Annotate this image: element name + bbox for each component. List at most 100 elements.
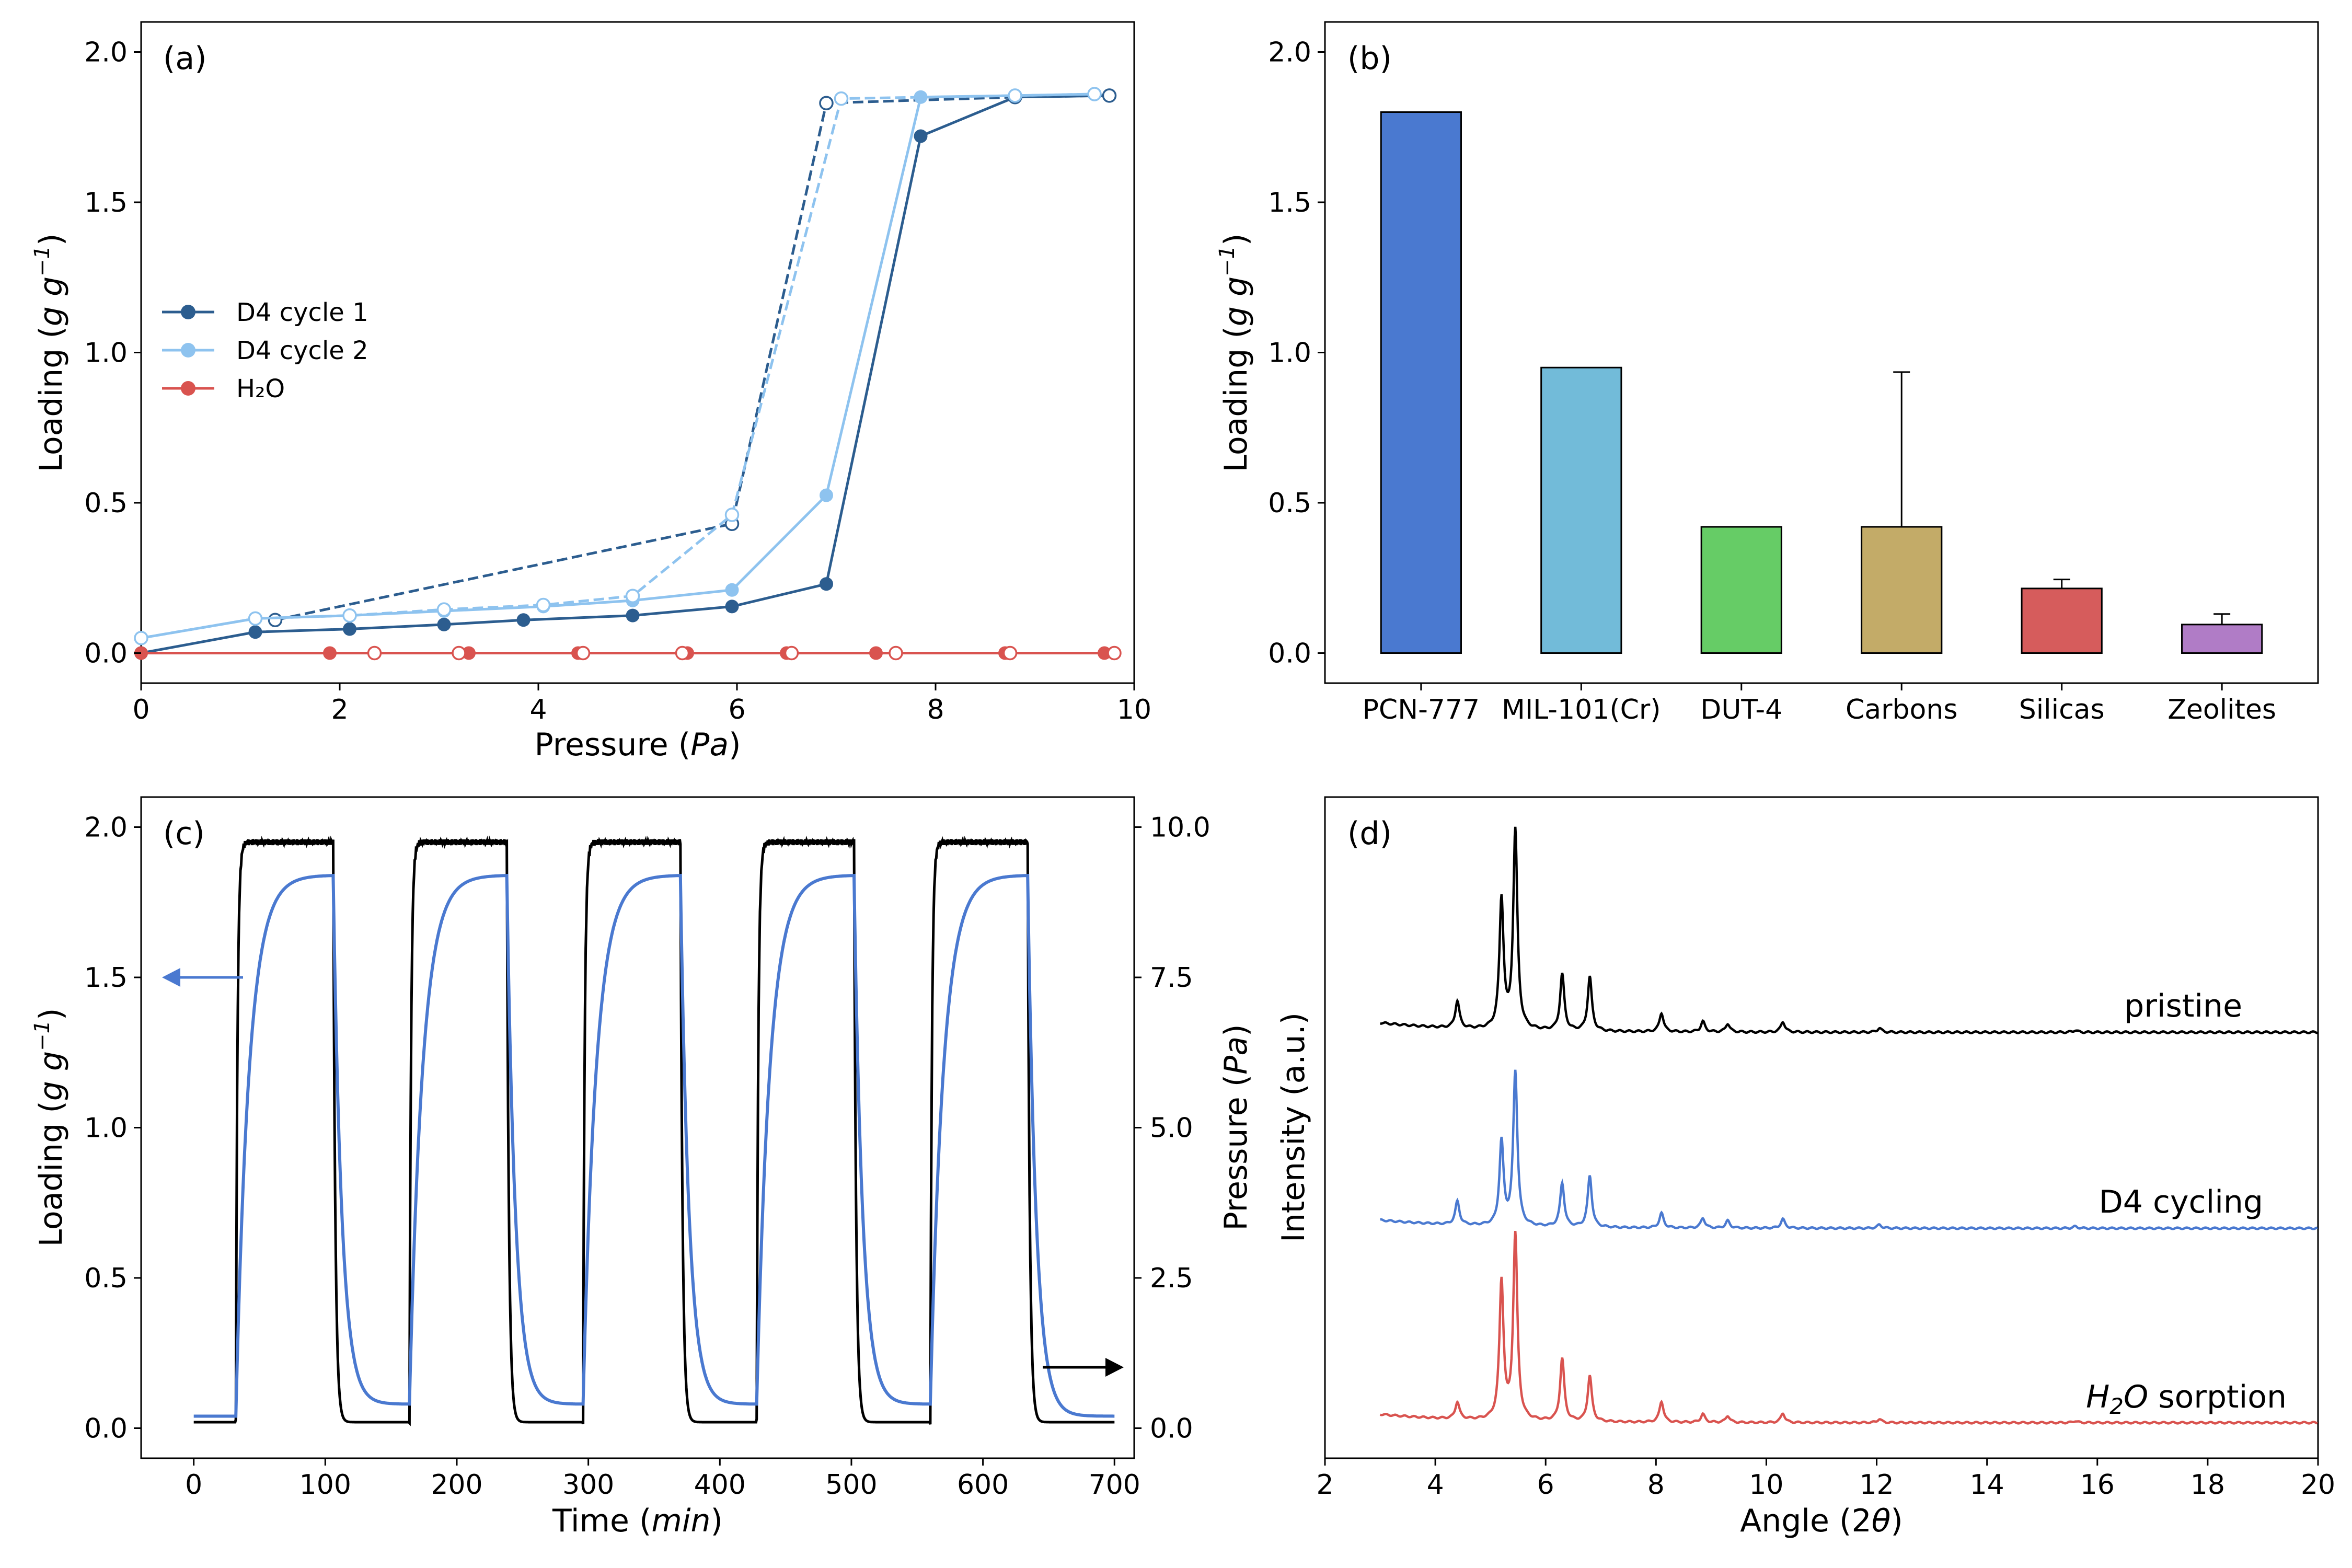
panel-b-y-tick-label: 1.0 bbox=[1268, 338, 1311, 369]
panel-d-x-ticks: 2 4 6 8 10 12 14 16 18 20 bbox=[1316, 1458, 2335, 1501]
category-label-dut-4: DUT-4 bbox=[1700, 694, 1782, 725]
category-label-mil-101-cr: MIL-101(Cr) bbox=[1502, 694, 1661, 725]
legend-marker-h2o bbox=[181, 381, 195, 396]
data-point-h-o-desorption bbox=[367, 645, 382, 661]
panel-c-y-left-tick-label: 2.0 bbox=[84, 812, 128, 844]
legend-label-h2o: H₂O bbox=[236, 374, 285, 403]
series-line-pressure bbox=[193, 835, 1115, 1426]
series-line-d4-cycle-2-desorption bbox=[141, 93, 1095, 640]
data-point-d4-cycle-2-desorption bbox=[248, 611, 263, 626]
panel-c-y-ticks-left: 0.0 0.5 1.0 1.5 2.0 bbox=[84, 812, 141, 1445]
panel-a-x-tick-label: 2 bbox=[331, 694, 348, 725]
data-point-d4-cycle-1 bbox=[437, 617, 451, 631]
legend-label-d4-cycle-2: D4 cycle 2 bbox=[236, 336, 368, 365]
data-point-d4-cycle-1-desorption bbox=[819, 96, 834, 110]
panel-c-x-ticks: 0 100 200 300 400 500 600 700 bbox=[185, 1458, 1140, 1501]
panel-c-y-left-tick-label: 0.0 bbox=[84, 1413, 128, 1445]
bar-silicas bbox=[2021, 587, 2103, 654]
panel-c-y-left-tick-label: 1.5 bbox=[84, 962, 128, 994]
data-point-h-o-desorption bbox=[452, 645, 466, 661]
panel-a-y-tick-label: 2.0 bbox=[84, 37, 128, 68]
panel-c-y-right-tick-label: 10.0 bbox=[1150, 812, 1210, 844]
panel-a-y-tick-label: 0.5 bbox=[84, 488, 128, 519]
data-point-d4-cycle-1 bbox=[516, 613, 531, 627]
series-line-d4-cycle-2 bbox=[141, 93, 1095, 640]
series-label-pristine: pristine bbox=[2124, 988, 2242, 1024]
panel-b-x-ticks: PCN-777 MIL-101(Cr) DUT-4 Carbons Silicas Zeo… bbox=[1363, 683, 2276, 725]
panel-d-xrd: 2 4 6 8 10 12 14 16 18 20 (d) Angle (2θ) Intensit… bbox=[1275, 796, 2335, 1539]
right-axis-arrow bbox=[1043, 1358, 1124, 1377]
panel-c-y-right-tick-label: 7.5 bbox=[1150, 962, 1193, 994]
panel-c-x-tick-label: 200 bbox=[431, 1469, 482, 1501]
panel-c-plot-area bbox=[193, 835, 1115, 1426]
panel-d-plot-area bbox=[1379, 826, 2318, 1425]
panel-c-x-tick-label: 300 bbox=[562, 1469, 614, 1501]
data-point-d4-cycle-2-desorption bbox=[834, 91, 849, 106]
data-point-d4-cycle-1 bbox=[626, 608, 640, 622]
panel-c-x-tick-label: 600 bbox=[957, 1469, 1009, 1501]
data-point-d4-cycle-2-desorption bbox=[1008, 88, 1022, 103]
data-point-d4-cycle-1-desorption bbox=[268, 613, 283, 627]
panel-d-y-axis-label: Intensity (a.u.) bbox=[1275, 1012, 1312, 1242]
panel-b-y-axis-label: Loading (g g−1) bbox=[1215, 234, 1254, 472]
panel-b-y-tick-label: 2.0 bbox=[1268, 37, 1311, 68]
panel-c-y-right-tick-label: 5.0 bbox=[1150, 1113, 1193, 1144]
panel-c-time-series: 0 100 200 300 400 500 600 700 0.0 0.5 1.0 1.5 2.0 0… bbox=[30, 796, 1254, 1539]
category-label-zeolites: Zeolites bbox=[2167, 694, 2276, 725]
series-label-d4-cycling: D4 cycling bbox=[2099, 1184, 2263, 1220]
panel-c-x-tick-label: 0 bbox=[185, 1469, 202, 1501]
panel-c-x-axis-label: Time (min) bbox=[552, 1503, 723, 1539]
data-point-h-o-desorption bbox=[1002, 645, 1018, 661]
panel-c-y-left-tick-label: 0.5 bbox=[84, 1263, 128, 1294]
data-point-d4-cycle-2 bbox=[820, 488, 833, 502]
series-line-pristine bbox=[1379, 826, 2318, 1034]
data-point-h-o-desorption bbox=[784, 645, 799, 661]
data-point-d4-cycle-2-desorption bbox=[436, 602, 452, 617]
panel-b-y-tick-label: 0.5 bbox=[1268, 488, 1311, 519]
series-line-d4-cycle-1-desorption bbox=[274, 94, 1110, 621]
legend-label-d4-cycle-1: D4 cycle 1 bbox=[236, 298, 368, 327]
data-point-h-o-desorption bbox=[675, 645, 690, 661]
panel-c-x-tick-label: 100 bbox=[299, 1469, 351, 1501]
panel-a-x-tick-label: 4 bbox=[529, 694, 547, 725]
panel-c-y-right-tick-label: 0.0 bbox=[1150, 1413, 1193, 1445]
legend-entry-d4-cycle-1: D4 cycle 1 bbox=[162, 298, 368, 327]
panel-d-x-tick-label: 12 bbox=[1859, 1469, 1894, 1501]
panel-a-y-ticks: 0.0 0.5 1.0 1.5 2.0 bbox=[84, 37, 141, 670]
data-point-h-o bbox=[323, 646, 337, 660]
bar-carbons bbox=[1861, 526, 1943, 654]
panel-d-x-tick-label: 14 bbox=[1970, 1469, 2004, 1501]
legend-entry-h2o: H₂O bbox=[162, 374, 285, 403]
series-line-d4-cycling bbox=[1380, 1069, 2318, 1230]
panel-a-x-tick-label: 6 bbox=[728, 694, 745, 725]
panel-c-x-tick-label: 400 bbox=[694, 1469, 746, 1501]
data-point-d4-cycle-1 bbox=[248, 625, 262, 639]
bar-dut-4 bbox=[1700, 526, 1782, 654]
data-point-h-o-desorption bbox=[575, 645, 591, 661]
panel-d-x-axis-label: Angle (2θ) bbox=[1740, 1503, 1903, 1539]
data-point-h-o-desorption bbox=[889, 645, 903, 661]
panel-d-x-tick-label: 8 bbox=[1647, 1469, 1665, 1501]
data-point-d4-cycle-1 bbox=[343, 622, 356, 636]
panel-a-isotherm: 0 2 4 6 8 10 0.0 0.5 1.0 1.5 2.0 (a) Pressure (Pa… bbox=[30, 21, 1151, 763]
panel-a-legend: D4 cycle 1 D4 cycle 2 H₂O bbox=[162, 298, 368, 403]
panel-c-y-axis-label-right: Pressure (Pa) bbox=[1218, 1024, 1254, 1230]
panel-d-x-tick-label: 18 bbox=[2190, 1469, 2225, 1501]
data-point-d4-cycle-2-desorption bbox=[536, 597, 551, 613]
data-point-d4-cycle-1 bbox=[820, 577, 833, 591]
category-label-pcn-777: PCN-777 bbox=[1363, 694, 1480, 725]
data-point-h-o-desorption bbox=[1107, 645, 1122, 661]
panel-a-plot-area bbox=[134, 87, 1122, 661]
series-line-loading bbox=[193, 873, 1115, 1418]
panel-d-label: (d) bbox=[1347, 815, 1392, 852]
bar-pcn-777 bbox=[1380, 111, 1462, 654]
panel-c-label: (c) bbox=[163, 815, 205, 852]
panel-c-y-left-tick-label: 1.0 bbox=[84, 1113, 128, 1144]
panel-a-x-tick-label: 0 bbox=[132, 694, 149, 725]
data-point-d4-cycle-2-desorption bbox=[625, 589, 640, 603]
panel-d-x-tick-label: 6 bbox=[1537, 1469, 1554, 1501]
data-point-d4-cycle-2-desorption bbox=[134, 631, 148, 645]
legend-entry-d4-cycle-2: D4 cycle 2 bbox=[162, 336, 368, 365]
panel-d-x-tick-label: 4 bbox=[1427, 1469, 1444, 1501]
